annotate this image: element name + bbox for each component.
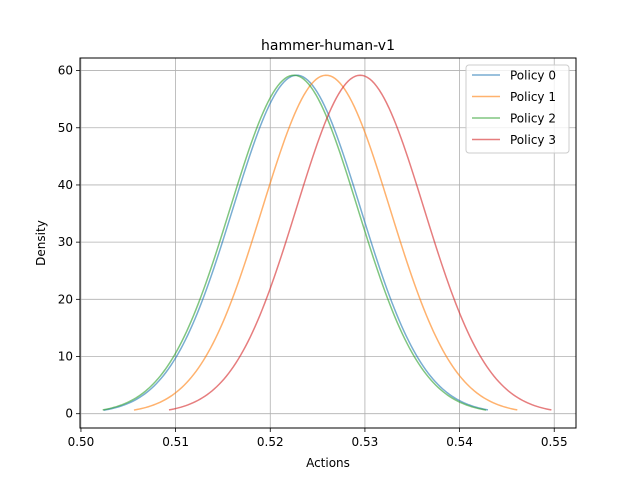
x-axis-label: Actions bbox=[306, 456, 350, 470]
series-line-policy-3 bbox=[168, 74, 552, 411]
x-axis-ticks: 0.50 0.51 0.52 0.53 0.54 0.55 bbox=[68, 428, 568, 449]
y-axis-ticks: 0 10 20 30 40 50 60 bbox=[58, 64, 80, 421]
legend-label-policy-2: Policy 2 bbox=[510, 112, 556, 126]
y-tick-label: 10 bbox=[58, 350, 73, 364]
y-tick-label: 40 bbox=[58, 178, 73, 192]
grid bbox=[80, 58, 576, 428]
series-line-policy-2 bbox=[102, 74, 487, 411]
series-lines bbox=[102, 74, 552, 411]
legend-box bbox=[465, 64, 570, 154]
series-line-policy-1 bbox=[133, 74, 518, 411]
axes-frame bbox=[79, 57, 577, 429]
x-tick-label: 0.52 bbox=[257, 435, 284, 449]
y-tick-label: 30 bbox=[58, 235, 73, 249]
x-tick-label: 0.53 bbox=[352, 435, 379, 449]
x-tick-label: 0.55 bbox=[541, 435, 568, 449]
y-tick-label: 60 bbox=[58, 64, 73, 78]
x-tick-label: 0.50 bbox=[68, 435, 95, 449]
legend-label-policy-0: Policy 0 bbox=[510, 69, 556, 83]
x-tick-label: 0.51 bbox=[162, 435, 189, 449]
y-tick-label: 50 bbox=[58, 121, 73, 135]
y-axis-label: Density bbox=[34, 220, 48, 266]
y-tick-label: 20 bbox=[58, 292, 73, 306]
legend: Policy 0 Policy 1 Policy 2 Policy 3 bbox=[465, 64, 570, 154]
y-tick-label: 0 bbox=[65, 407, 73, 421]
x-tick-label: 0.54 bbox=[446, 435, 473, 449]
legend-label-policy-1: Policy 1 bbox=[510, 90, 556, 104]
legend-label-policy-3: Policy 3 bbox=[510, 133, 556, 147]
chart-title: hammer-human-v1 bbox=[261, 38, 395, 54]
